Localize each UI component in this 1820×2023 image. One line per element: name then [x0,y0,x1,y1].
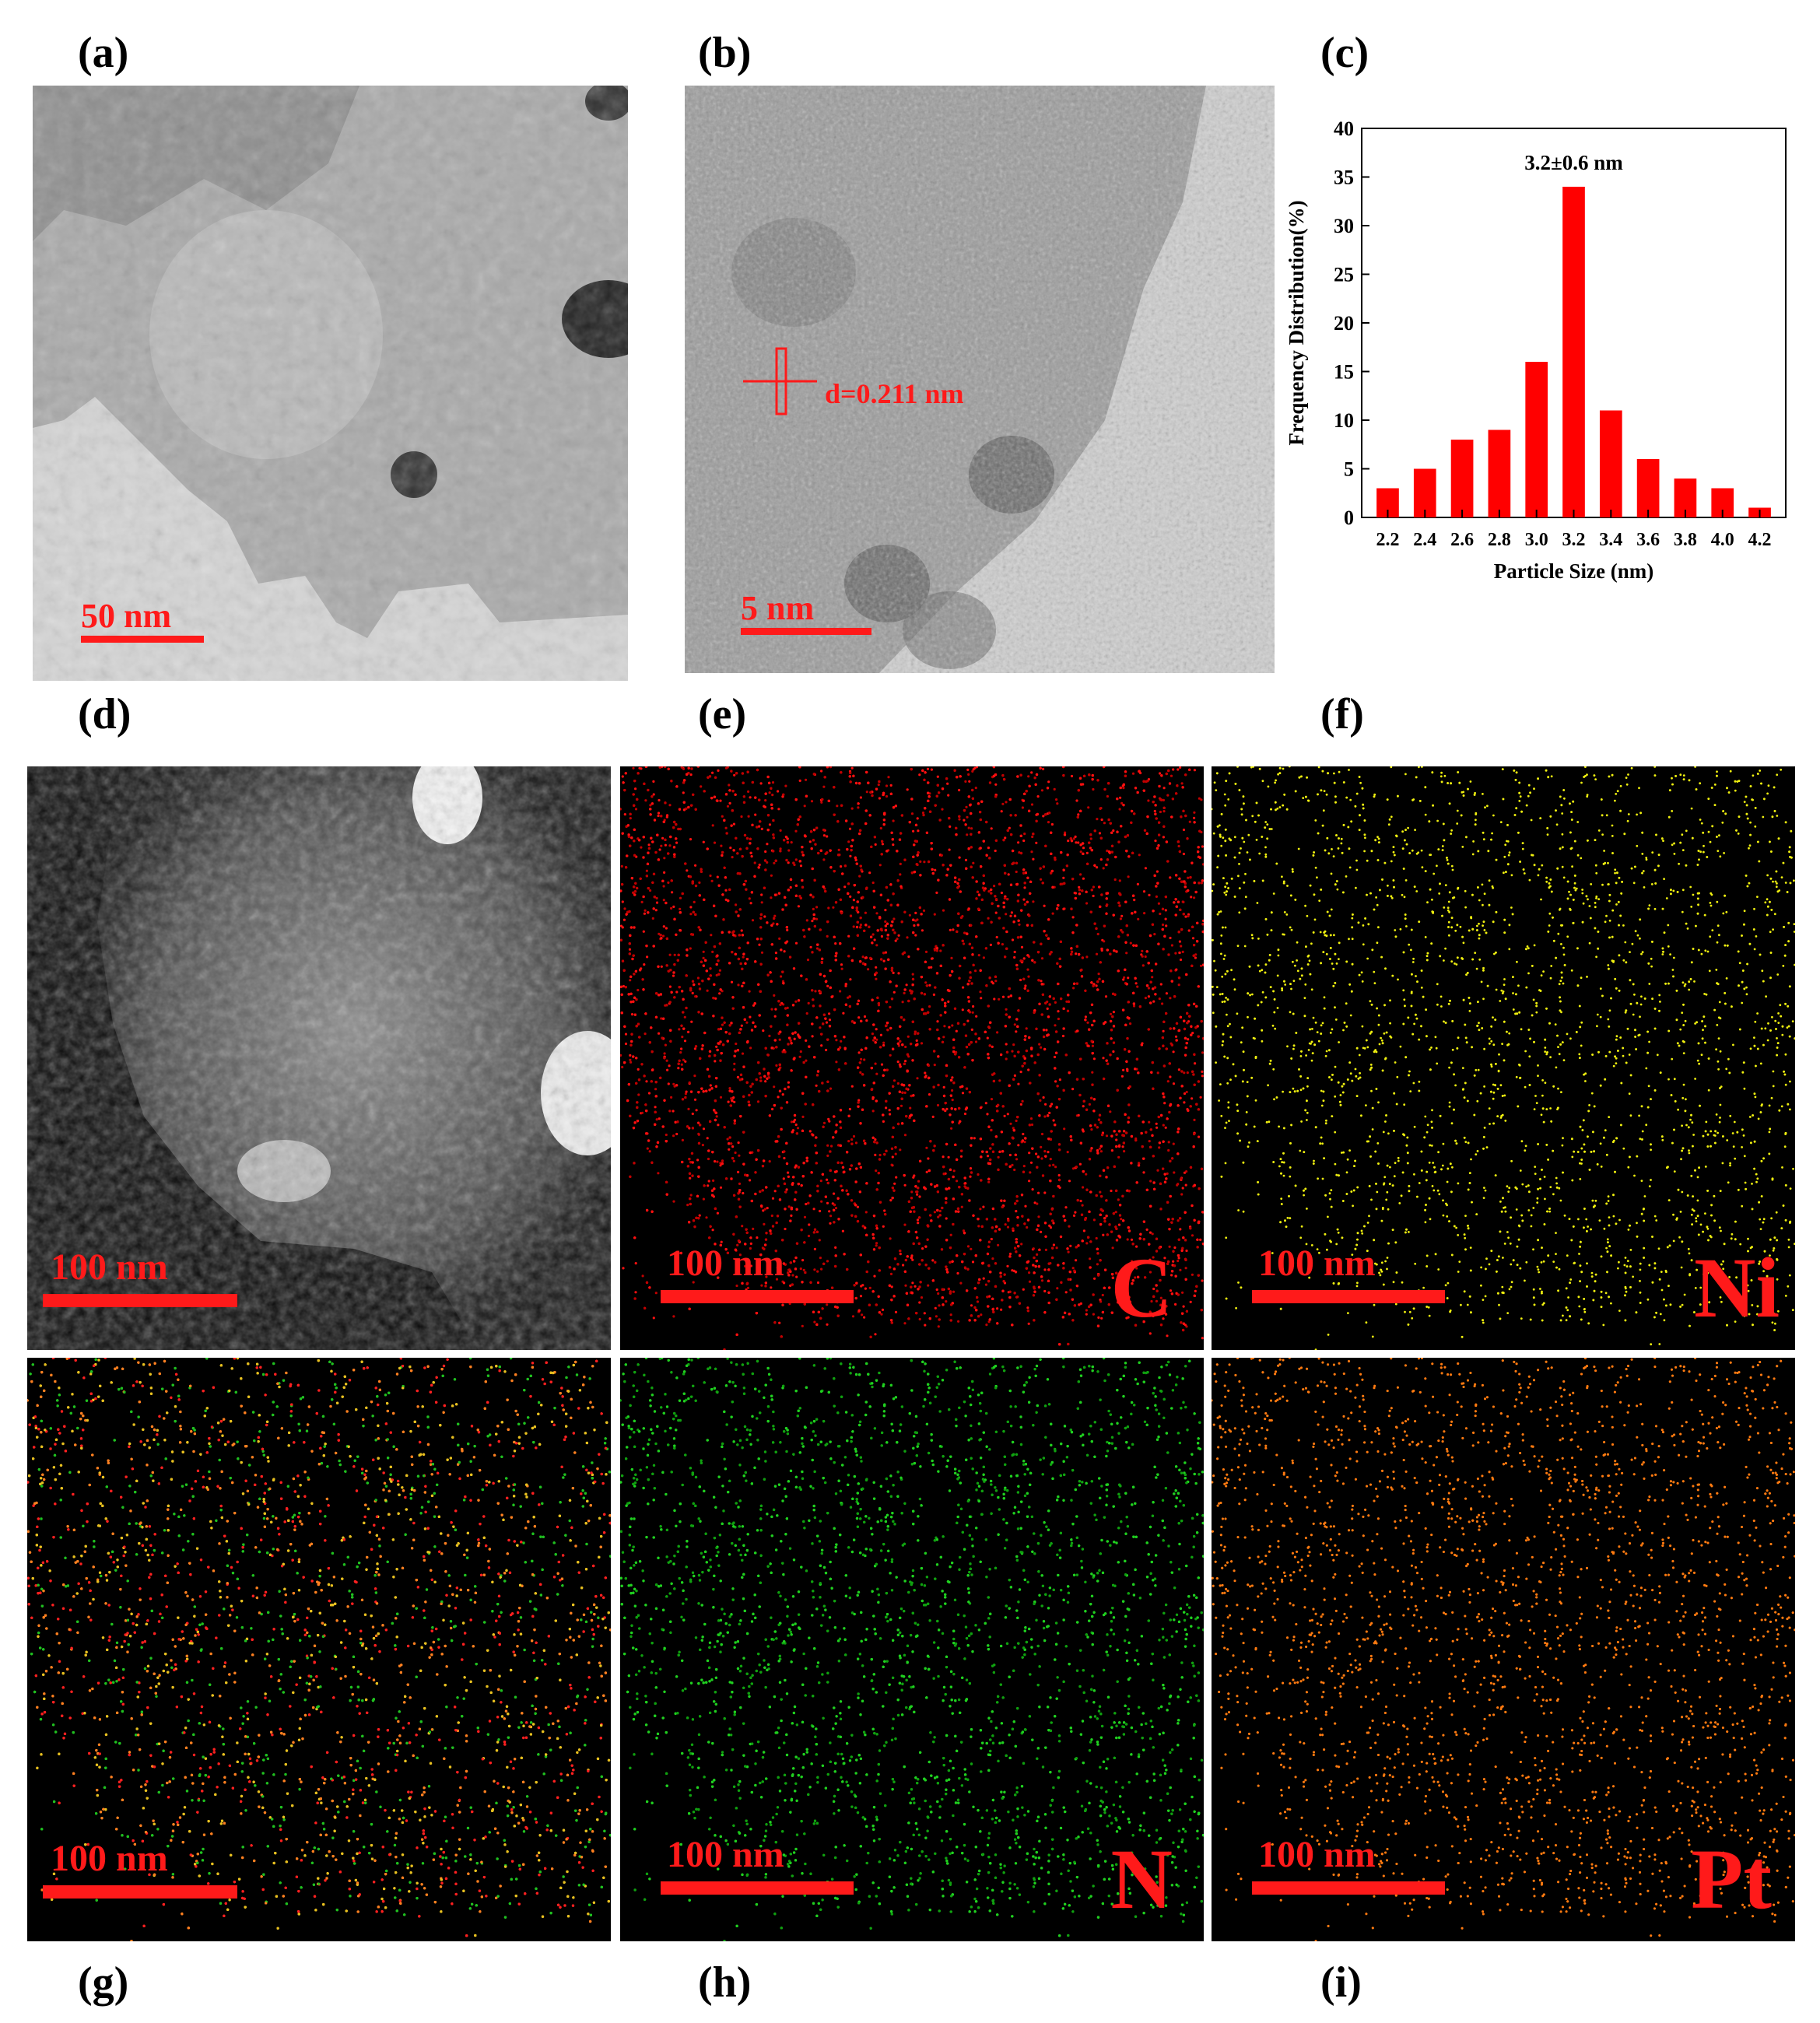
peak-annotation: 3.2±0.6 nm [1524,151,1623,174]
scale-bar-g [43,1885,237,1899]
scale-label-g: 100 nm [51,1840,168,1877]
ni-dots [1212,766,1795,1350]
eds-map-pt: 100 nm Pt [1212,1358,1795,1941]
n-dots [620,1358,1204,1941]
histogram-bar [1413,468,1436,517]
histogram-bar [1488,429,1511,517]
scale-bar-h [661,1881,854,1895]
x-tick-label: 2.6 [1450,530,1474,550]
panel-label-a: (a) [78,31,128,75]
panel-label-i: (i) [1320,1961,1362,2004]
x-tick-label: 4.0 [1711,530,1734,550]
y-tick-label: 20 [1334,312,1354,335]
y-tick-label: 0 [1344,507,1354,529]
scale-bar-d [43,1294,237,1307]
overlay-dots [27,1358,611,1941]
scale-label-h: 100 nm [667,1836,784,1874]
c-dots [620,766,1204,1350]
x-tick-label: 3.0 [1525,530,1548,550]
y-tick-label: 25 [1334,264,1354,286]
y-tick-label: 40 [1334,117,1354,140]
panel-label-f: (f) [1320,692,1364,736]
x-tick-label: 3.2 [1562,530,1586,550]
pt-dots [1212,1358,1795,1941]
panel-label-h: (h) [698,1961,751,2004]
tem-image-a: 50 nm [33,86,628,681]
eds-map-n: 100 nm N [620,1358,1204,1941]
x-axis-label: Particle Size (nm) [1494,559,1653,583]
y-tick-label: 15 [1334,361,1354,384]
scale-label-i: 100 nm [1258,1836,1376,1874]
scale-label-b: 5 nm [741,591,814,626]
panel-label-g: (g) [78,1961,128,2004]
scale-label-f: 100 nm [1258,1245,1376,1282]
histogram-bar [1562,187,1585,517]
eds-map-ni: 100 nm Ni [1212,766,1795,1350]
scale-bar-b [741,628,871,635]
histogram-bar [1636,459,1660,517]
hrtem-image-b: d=0.211 nm 5 nm [685,86,1275,673]
y-tick-label: 5 [1344,458,1354,481]
histogram-bar [1450,440,1474,517]
x-tick-label: 2.2 [1376,530,1399,550]
y-tick-label: 30 [1334,215,1354,237]
x-tick-label: 3.6 [1636,530,1660,550]
element-label-n: N [1111,1836,1173,1922]
x-tick-label: 3.4 [1599,530,1622,550]
element-label-c: C [1111,1245,1173,1331]
histogram-bar [1525,362,1548,517]
y-tick-label: 10 [1334,409,1354,432]
eds-map-c: 100 nm C [620,766,1204,1350]
scale-bar-a [81,636,204,643]
haadf-image-d: 100 nm [27,766,611,1350]
y-axis-label: Frequency Distribution(%) [1285,200,1308,445]
scale-bar-e [661,1290,854,1303]
panel-label-d: (d) [78,692,131,736]
scale-label-e: 100 nm [667,1245,784,1282]
panel-label-c: (c) [1320,31,1369,75]
x-tick-label: 2.4 [1413,530,1436,550]
histogram-c: 0 5 10 15 20 25 30 35 40 2.2 2.4 2.6 2.8 3.0 3.2 3.4 3.6… [1261,109,1805,622]
scale-bar-f [1252,1290,1445,1303]
scale-label-a: 50 nm [81,599,171,633]
scale-label-d: 100 nm [51,1249,168,1286]
histogram-svg: 0 5 10 15 20 25 30 35 40 2.2 2.4 2.6 2.8 3.0 3.2 3.4 3.6… [1285,117,1787,583]
lattice-label-b: d=0.211 nm [825,380,964,408]
y-tick-label: 35 [1334,167,1354,189]
histogram-bar [1599,410,1622,517]
scale-bar-i [1252,1881,1445,1895]
element-label-pt: Pt [1691,1836,1772,1922]
x-tick-label: 2.8 [1488,530,1511,550]
eds-map-overlay: 100 nm [27,1358,611,1941]
panel-label-b: (b) [698,31,751,75]
x-tick-label: 3.8 [1674,530,1697,550]
x-tick-label: 4.2 [1748,530,1772,550]
panel-label-e: (e) [698,692,746,736]
element-label-ni: Ni [1694,1245,1780,1331]
